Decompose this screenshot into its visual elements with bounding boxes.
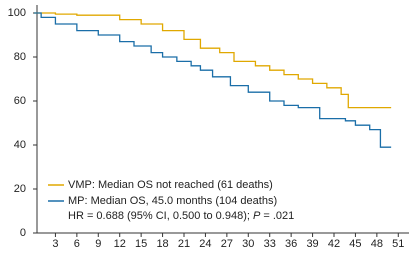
x-tick-label: 15 bbox=[135, 238, 147, 250]
survival-curve bbox=[34, 12, 392, 148]
x-tick-label: 48 bbox=[371, 238, 383, 250]
y-tick-label: 20 bbox=[14, 183, 26, 195]
y-tick-label: 0 bbox=[20, 227, 26, 239]
x-tick-label: 33 bbox=[264, 238, 276, 250]
x-tick-label: 36 bbox=[285, 238, 297, 250]
legend-label: VMP: Median OS not reached (61 deaths) bbox=[68, 179, 273, 191]
annotation-text: P bbox=[253, 210, 261, 222]
x-tick-label: 18 bbox=[156, 238, 168, 250]
x-tick-label: 24 bbox=[199, 238, 211, 250]
annotation: HR = 0.688 (95% CI, 0.500 to 0.948); P =… bbox=[68, 210, 294, 222]
legend: VMP: Median OS not reached (61 deaths) M… bbox=[48, 179, 294, 222]
legend-label: MP: Median OS, 45.0 months (104 deaths) bbox=[68, 195, 277, 207]
annotation-text: = .021 bbox=[260, 210, 294, 222]
survival-curve bbox=[34, 12, 392, 109]
x-tick-label: 30 bbox=[242, 238, 254, 250]
annotation-text: HR = 0.688 (95% CI, 0.500 to 0.948); bbox=[68, 210, 253, 222]
x-tick-label: 27 bbox=[221, 238, 233, 250]
y-tick-label: 80 bbox=[14, 51, 26, 63]
x-tick-label: 3 bbox=[52, 238, 58, 250]
y-tick-label: 40 bbox=[14, 139, 26, 151]
x-tick-label: 39 bbox=[306, 238, 318, 250]
x-tick-label: 6 bbox=[74, 238, 80, 250]
x-tick-label: 21 bbox=[178, 238, 190, 250]
y-tick-label: 60 bbox=[14, 95, 26, 107]
x-tick-label: 42 bbox=[328, 238, 340, 250]
x-tick-label: 45 bbox=[349, 238, 361, 250]
y-tick-label: 100 bbox=[8, 7, 26, 19]
x-tick-label: 51 bbox=[392, 238, 404, 250]
x-tick-label: 12 bbox=[114, 238, 126, 250]
x-tick-label: 9 bbox=[95, 238, 101, 250]
